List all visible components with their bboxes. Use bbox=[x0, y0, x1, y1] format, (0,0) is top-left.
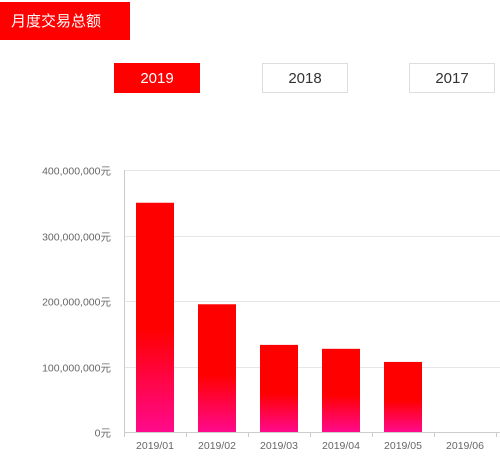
x-tick-label: 2019/03 bbox=[260, 440, 298, 452]
x-tick-label: 2019/01 bbox=[136, 440, 174, 452]
x-tick-label: 2019/05 bbox=[384, 440, 422, 452]
bar-2019-04 bbox=[322, 348, 360, 432]
year-tab-2017[interactable]: 2017 bbox=[409, 63, 495, 93]
x-tick-label: 2019/04 bbox=[322, 440, 360, 452]
bar-2019-02 bbox=[198, 304, 236, 432]
y-tick-label: 300,000,000元 bbox=[42, 232, 111, 244]
bar-2019-01 bbox=[136, 202, 174, 432]
y-tick-label: 0元 bbox=[95, 428, 112, 440]
year-tab-2018[interactable]: 2018 bbox=[262, 63, 348, 93]
x-tick-label: 2019/02 bbox=[198, 440, 236, 452]
y-tick-label: 100,000,000元 bbox=[42, 363, 111, 375]
page-title-tab: 月度交易总额 bbox=[0, 2, 130, 40]
bar-2019-05 bbox=[384, 361, 422, 432]
year-tab-2019[interactable]: 2019 bbox=[114, 63, 200, 93]
page-title: 月度交易总额 bbox=[11, 12, 102, 30]
x-tick-label: 2019/06 bbox=[446, 440, 484, 452]
bar-2019-03 bbox=[260, 344, 298, 432]
y-tick-label: 200,000,000元 bbox=[42, 297, 111, 309]
y-tick-label: 400,000,000元 bbox=[42, 166, 111, 178]
